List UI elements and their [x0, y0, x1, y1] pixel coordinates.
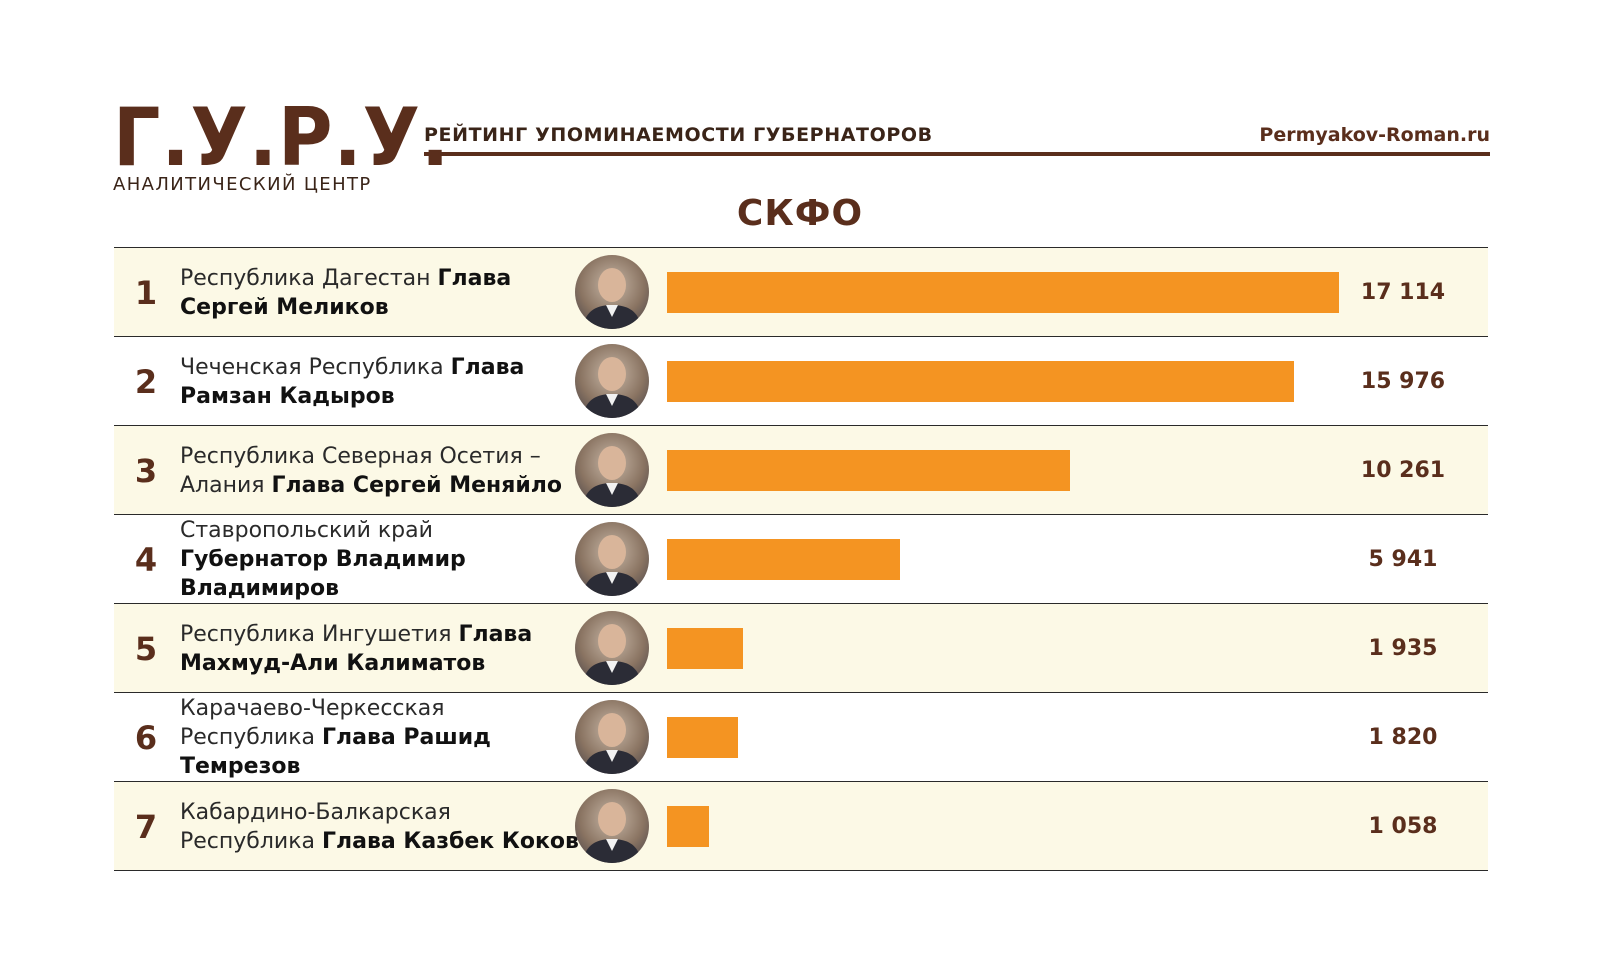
rank-number: 5	[134, 629, 158, 668]
governor-label: Кабардино-Балкарская Республика Глава Ка…	[180, 782, 580, 871]
bar-area	[667, 604, 1357, 693]
header-title: РЕЙТИНГ УПОМИНАЕМОСТИ ГУБЕРНАТОРОВ	[424, 124, 933, 146]
governor-label: Карачаево-Черкесская Республика Глава Ра…	[180, 693, 580, 782]
region-name: Чеченская Республика	[180, 354, 444, 380]
value-label: 1 820	[1368, 725, 1438, 750]
value-label: 1 935	[1368, 636, 1438, 661]
header-rule	[424, 152, 1490, 156]
rank-number: 6	[134, 718, 158, 757]
bar-area	[667, 515, 1357, 604]
governor-name: Глава Сергей Меликов	[180, 265, 512, 320]
bar	[667, 272, 1339, 313]
rank-number: 7	[134, 807, 158, 846]
governor-name: Губернатор Владимир Владимиров	[180, 547, 466, 601]
ranking-row: 7 Кабардино-Балкарская Республика Глава К…	[114, 782, 1488, 871]
governor-label: Республика Дагестан Глава Сергей Меликов	[180, 248, 580, 337]
bar	[667, 450, 1070, 491]
bar	[667, 628, 743, 669]
rank-number: 2	[134, 362, 158, 401]
region-title: СКФО	[736, 193, 864, 234]
region-name: Карачаево-Черкесская Республика	[180, 696, 445, 750]
region-name: Кабардино-Балкарская Республика	[180, 799, 451, 854]
value-label: 1 058	[1368, 814, 1438, 839]
governor-label: Республика Ингушетия Глава Махмуд-Али Ка…	[180, 604, 580, 693]
logo-subtitle: АНАЛИТИЧЕСКИЙ ЦЕНТР	[113, 174, 372, 195]
governor-name: Глава Рашид Темрезов	[180, 725, 491, 779]
governor-name: Глава Махмуд-Али Калиматов	[180, 621, 533, 676]
region-name: Республика Ингушетия	[180, 621, 452, 647]
bar	[667, 361, 1294, 402]
governor-label: Ставропольский край Губернатор Владимир …	[180, 515, 580, 604]
bar	[667, 717, 738, 758]
bar-area	[667, 248, 1357, 337]
bar-area	[667, 426, 1357, 515]
governor-label: Республика Северная Осетия – Алания Глав…	[180, 426, 580, 515]
rank-number: 1	[134, 273, 158, 312]
value-label: 15 976	[1360, 369, 1446, 394]
ranking-row: 3 Республика Северная Осетия – Алания Гла…	[114, 426, 1488, 515]
header-site: Permyakov-Roman.ru	[1259, 124, 1490, 146]
ranking-row: 6 Карачаево-Черкесская Республика Глава Р…	[114, 693, 1488, 782]
ranking-row: 4 Ставропольский край Губернатор Владимир…	[114, 515, 1488, 604]
region-name: Республика Северная Осетия – Алания	[180, 443, 541, 498]
region-name: Ставропольский край	[180, 518, 433, 543]
governor-photo	[575, 700, 649, 774]
ranking-table: 1 Республика Дагестан Глава Сергей Мелико…	[114, 247, 1488, 871]
rank-number: 3	[134, 451, 158, 490]
governor-photo	[575, 344, 649, 418]
governor-photo	[575, 789, 649, 863]
logo-title: Г.У.Р.У.	[113, 91, 451, 184]
region-name: Республика Дагестан	[180, 265, 431, 291]
ranking-row: 5 Республика Ингушетия Глава Махмуд-Али К…	[114, 604, 1488, 693]
governor-photo	[575, 255, 649, 329]
governor-name: Глава Рамзан Кадыров	[180, 354, 525, 409]
governor-photo	[575, 433, 649, 507]
governor-name: Глава Сергей Меняйло	[271, 472, 563, 498]
value-label: 17 114	[1360, 280, 1446, 305]
ranking-row: 1 Республика Дагестан Глава Сергей Мелико…	[114, 248, 1488, 337]
bar-area	[667, 693, 1357, 782]
bar-area	[667, 337, 1357, 426]
bar-area	[667, 782, 1357, 871]
bar	[667, 806, 709, 847]
governor-photo	[575, 522, 649, 596]
ranking-row: 2 Чеченская Республика Глава Рамзан Кадыр…	[114, 337, 1488, 426]
rank-number: 4	[134, 540, 158, 579]
bar	[667, 539, 900, 580]
value-label: 5 941	[1368, 547, 1438, 572]
logo: Г.У.Р.У. АНАЛИТИЧЕСКИЙ ЦЕНТР	[113, 91, 451, 196]
governor-photo	[575, 611, 649, 685]
governor-name: Глава Казбек Коков	[322, 828, 579, 854]
governor-label: Чеченская Республика Глава Рамзан Кадыро…	[180, 337, 580, 426]
value-label: 10 261	[1360, 458, 1446, 483]
